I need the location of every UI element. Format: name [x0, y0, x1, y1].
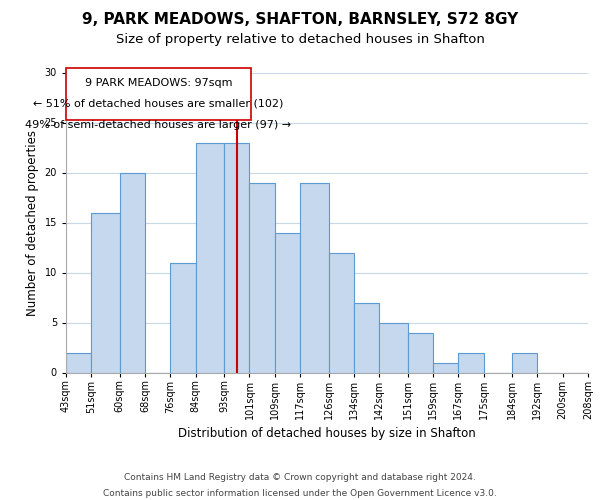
FancyBboxPatch shape — [66, 68, 251, 120]
Text: 9 PARK MEADOWS: 97sqm: 9 PARK MEADOWS: 97sqm — [85, 78, 232, 88]
Bar — [329, 252, 354, 372]
Bar — [224, 142, 250, 372]
Bar — [433, 362, 458, 372]
Bar — [250, 182, 275, 372]
Bar — [407, 332, 433, 372]
Bar — [120, 172, 145, 372]
Bar — [66, 352, 91, 372]
Bar — [275, 232, 300, 372]
Bar — [354, 302, 379, 372]
Bar — [300, 182, 329, 372]
Text: Contains HM Land Registry data © Crown copyright and database right 2024.: Contains HM Land Registry data © Crown c… — [124, 472, 476, 482]
Text: 49% of semi-detached houses are larger (97) →: 49% of semi-detached houses are larger (… — [25, 120, 292, 130]
Bar — [458, 352, 484, 372]
Bar — [512, 352, 538, 372]
Bar — [379, 322, 407, 372]
Bar — [196, 142, 224, 372]
Y-axis label: Number of detached properties: Number of detached properties — [26, 130, 39, 316]
Text: ← 51% of detached houses are smaller (102): ← 51% of detached houses are smaller (10… — [34, 99, 284, 109]
Text: 9, PARK MEADOWS, SHAFTON, BARNSLEY, S72 8GY: 9, PARK MEADOWS, SHAFTON, BARNSLEY, S72 … — [82, 12, 518, 28]
Text: Size of property relative to detached houses in Shafton: Size of property relative to detached ho… — [116, 32, 484, 46]
Bar — [170, 262, 196, 372]
X-axis label: Distribution of detached houses by size in Shafton: Distribution of detached houses by size … — [178, 427, 476, 440]
Bar — [91, 212, 120, 372]
Text: Contains public sector information licensed under the Open Government Licence v3: Contains public sector information licen… — [103, 489, 497, 498]
